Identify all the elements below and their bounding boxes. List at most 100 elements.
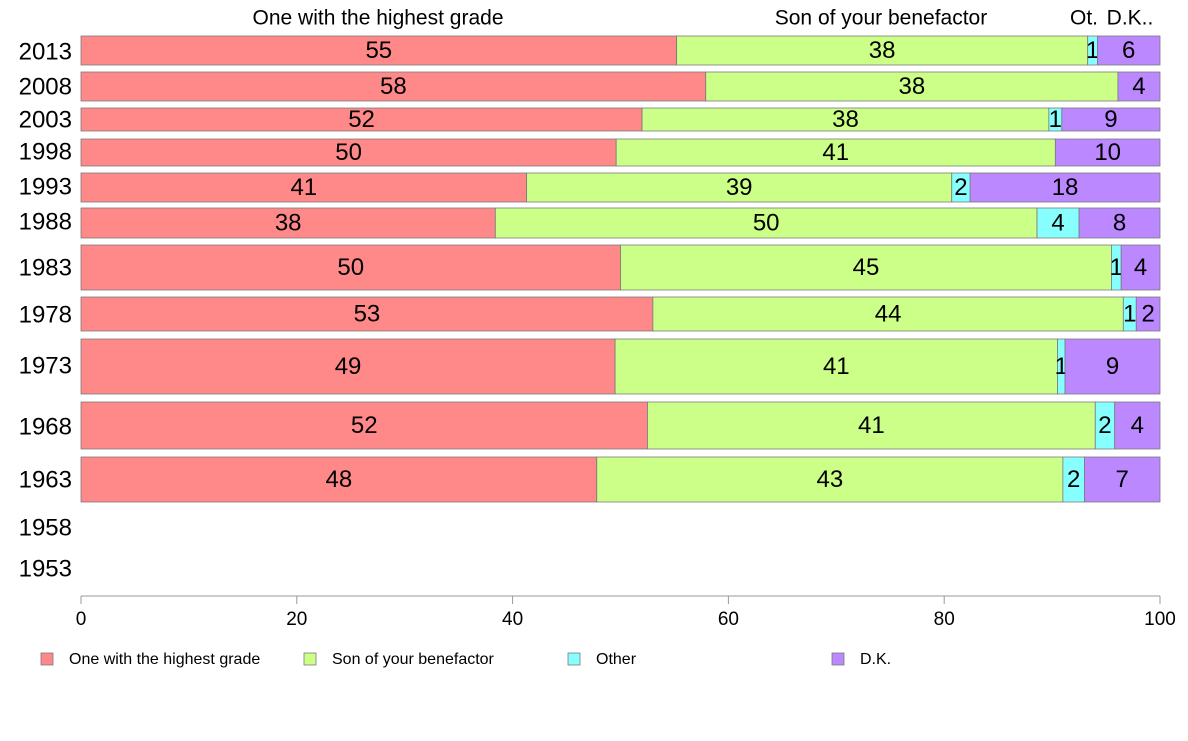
top-series-label-0: One with the highest grade [253, 7, 504, 30]
data-label-1998-series-3: 10 [1094, 139, 1121, 166]
data-label-1988-series-3: 8 [1113, 209, 1126, 236]
legend-swatch-1 [303, 652, 317, 666]
data-label-1983-series-0: 50 [337, 254, 364, 281]
bar-2013-series-0 [80, 35, 678, 66]
data-label-1993-series-1: 39 [726, 174, 753, 201]
data-label-2003-series-3: 9 [1104, 106, 1117, 133]
data-label-1963-series-0: 48 [326, 466, 353, 493]
bar-1993-series-1 [526, 172, 953, 203]
category-label-1958: 1958 [19, 514, 72, 541]
legend-label-0: One with the highest grade [69, 651, 260, 668]
bar-1998-series-1 [615, 138, 1056, 167]
bar-1988-series-1 [494, 207, 1038, 239]
data-label-1963-series-2: 2 [1067, 466, 1080, 493]
data-label-1973-series-3: 9 [1106, 353, 1119, 380]
data-label-1968-series-3: 4 [1131, 412, 1144, 439]
bar-1983-series-0 [80, 244, 621, 291]
x-tick-label-40: 40 [502, 609, 523, 630]
data-label-1978-series-0: 53 [354, 300, 381, 327]
data-label-1993-series-3: 18 [1052, 174, 1079, 201]
legend-label-3: D.K. [860, 651, 891, 668]
category-label-1953: 1953 [19, 555, 72, 582]
bar-1973-series-0 [80, 338, 616, 395]
data-label-2013-series-0: 55 [365, 37, 392, 64]
data-label-1978-series-3: 2 [1141, 300, 1154, 327]
data-label-1998-series-1: 41 [822, 139, 849, 166]
data-label-1993-series-0: 41 [290, 174, 317, 201]
data-label-2008-series-1: 38 [898, 73, 925, 100]
bar-1973-series-3 [1064, 338, 1161, 395]
data-label-1968-series-0: 52 [351, 412, 378, 439]
legend-swatch-0 [40, 652, 54, 666]
bar-2013-series-1 [676, 35, 1089, 66]
bar-1988-series-0 [80, 207, 496, 239]
bar-1988-series-3 [1078, 207, 1161, 239]
data-label-2008-series-3: 4 [1132, 73, 1145, 100]
top-series-label-3: D.K.. [1107, 7, 1154, 30]
bar-1963-series-0 [80, 456, 598, 503]
category-label-1968: 1968 [19, 413, 72, 440]
bar-1978-series-0 [80, 296, 654, 332]
data-label-1988-series-1: 50 [753, 209, 780, 236]
bar-1993-series-3 [969, 172, 1161, 203]
category-label-1998: 1998 [19, 138, 72, 165]
data-label-1973-series-0: 49 [335, 353, 362, 380]
data-label-1983-series-2: 1 [1110, 254, 1123, 281]
top-series-label-1: Son of your benefactor [775, 7, 987, 30]
legend-label-2: Other [596, 651, 637, 668]
x-tick-label-60: 60 [718, 609, 739, 630]
bar-2003-series-3 [1061, 107, 1161, 132]
legend-swatch-2 [567, 652, 581, 666]
category-label-2008: 2008 [19, 73, 72, 100]
data-label-1973-series-1: 41 [823, 353, 850, 380]
data-label-1963-series-1: 43 [816, 466, 843, 493]
bar-2008-series-3 [1117, 71, 1161, 102]
bar-1973-series-1 [614, 338, 1058, 395]
category-label-2003: 2003 [19, 106, 72, 133]
category-label-1988: 1988 [19, 208, 72, 235]
category-label-1973: 1973 [19, 352, 72, 379]
category-label-1993: 1993 [19, 173, 72, 200]
data-label-1978-series-1: 44 [875, 300, 902, 327]
data-label-2013-series-1: 38 [869, 37, 896, 64]
data-label-1978-series-2: 1 [1123, 300, 1136, 327]
data-label-2008-series-0: 58 [380, 73, 407, 100]
bar-1963-series-3 [1084, 456, 1161, 503]
bar-1983-series-1 [620, 244, 1112, 291]
legend-swatch-3 [831, 652, 845, 666]
data-label-1983-series-1: 45 [853, 254, 880, 281]
bar-1983-series-3 [1120, 244, 1161, 291]
bar-2008-series-0 [80, 71, 707, 102]
category-label-2013: 2013 [19, 38, 72, 65]
data-label-1973-series-2: 1 [1055, 353, 1068, 380]
data-label-1998-series-0: 50 [335, 139, 362, 166]
x-tick-label-20: 20 [286, 609, 307, 630]
data-label-2013-series-2: 1 [1086, 37, 1099, 64]
bar-2008-series-1 [705, 71, 1119, 102]
data-label-2013-series-3: 6 [1122, 37, 1135, 64]
data-label-1988-series-0: 38 [275, 209, 302, 236]
bar-1998-series-3 [1054, 138, 1161, 167]
bar-2013-series-3 [1097, 35, 1161, 66]
data-label-1983-series-3: 4 [1134, 254, 1147, 281]
data-label-1968-series-1: 41 [858, 412, 885, 439]
top-series-label-2: Ot. [1070, 7, 1098, 30]
bar-1978-series-3 [1135, 296, 1161, 332]
data-label-1988-series-2: 4 [1051, 209, 1064, 236]
bar-1968-series-1 [647, 401, 1096, 450]
x-tick-label-80: 80 [934, 609, 955, 630]
bar-1968-series-3 [1114, 401, 1161, 450]
bar-1988-series-2 [1036, 207, 1080, 239]
x-tick-label-0: 0 [76, 609, 87, 630]
category-label-1983: 1983 [19, 254, 72, 281]
data-label-1963-series-3: 7 [1116, 466, 1129, 493]
legend-label-1: Son of your benefactor [332, 651, 495, 668]
bar-1963-series-1 [596, 456, 1064, 503]
data-label-2003-series-2: 1 [1049, 106, 1062, 133]
category-label-1978: 1978 [19, 301, 72, 328]
bar-1993-series-0 [80, 172, 528, 203]
data-label-1968-series-2: 2 [1098, 412, 1111, 439]
data-label-2003-series-0: 52 [348, 106, 375, 133]
